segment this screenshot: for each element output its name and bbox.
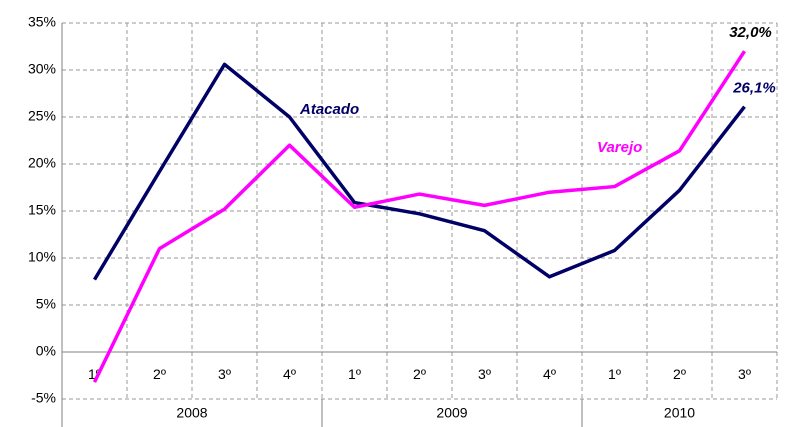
x-tick-label: 3º bbox=[738, 366, 751, 382]
group-label: 2009 bbox=[436, 405, 467, 421]
y-tick-label: 25% bbox=[28, 108, 56, 124]
y-tick-label: 35% bbox=[28, 14, 56, 30]
x-tick-label: 1º bbox=[608, 366, 621, 382]
value-label: 32,0% bbox=[729, 24, 772, 41]
y-tick-label: 30% bbox=[28, 61, 56, 77]
group-label: 2010 bbox=[664, 405, 695, 421]
series-line bbox=[92, 50, 746, 383]
x-tick-label: 2º bbox=[413, 366, 426, 382]
x-tick-label: 2º bbox=[153, 366, 166, 382]
series-line bbox=[93, 62, 746, 281]
y-tick-label: -5% bbox=[31, 390, 56, 406]
y-tick-label: 10% bbox=[28, 249, 56, 265]
group-label: 2008 bbox=[176, 405, 207, 421]
series-label: Atacado bbox=[299, 101, 359, 118]
x-tick-label: 3º bbox=[478, 366, 491, 382]
value-label: 26,1% bbox=[732, 80, 776, 97]
x-tick-label: 3º bbox=[218, 366, 231, 382]
x-tick-label: 2º bbox=[673, 366, 686, 382]
y-tick-label: 0% bbox=[36, 343, 56, 359]
series-label: Varejo bbox=[597, 139, 642, 156]
x-tick-label: 1º bbox=[348, 366, 361, 382]
x-tick-label: 4º bbox=[283, 366, 296, 382]
y-tick-label: 20% bbox=[28, 155, 56, 171]
y-tick-label: 15% bbox=[28, 202, 56, 218]
x-tick-label: 4º bbox=[543, 366, 556, 382]
y-tick-label: 5% bbox=[36, 296, 56, 312]
